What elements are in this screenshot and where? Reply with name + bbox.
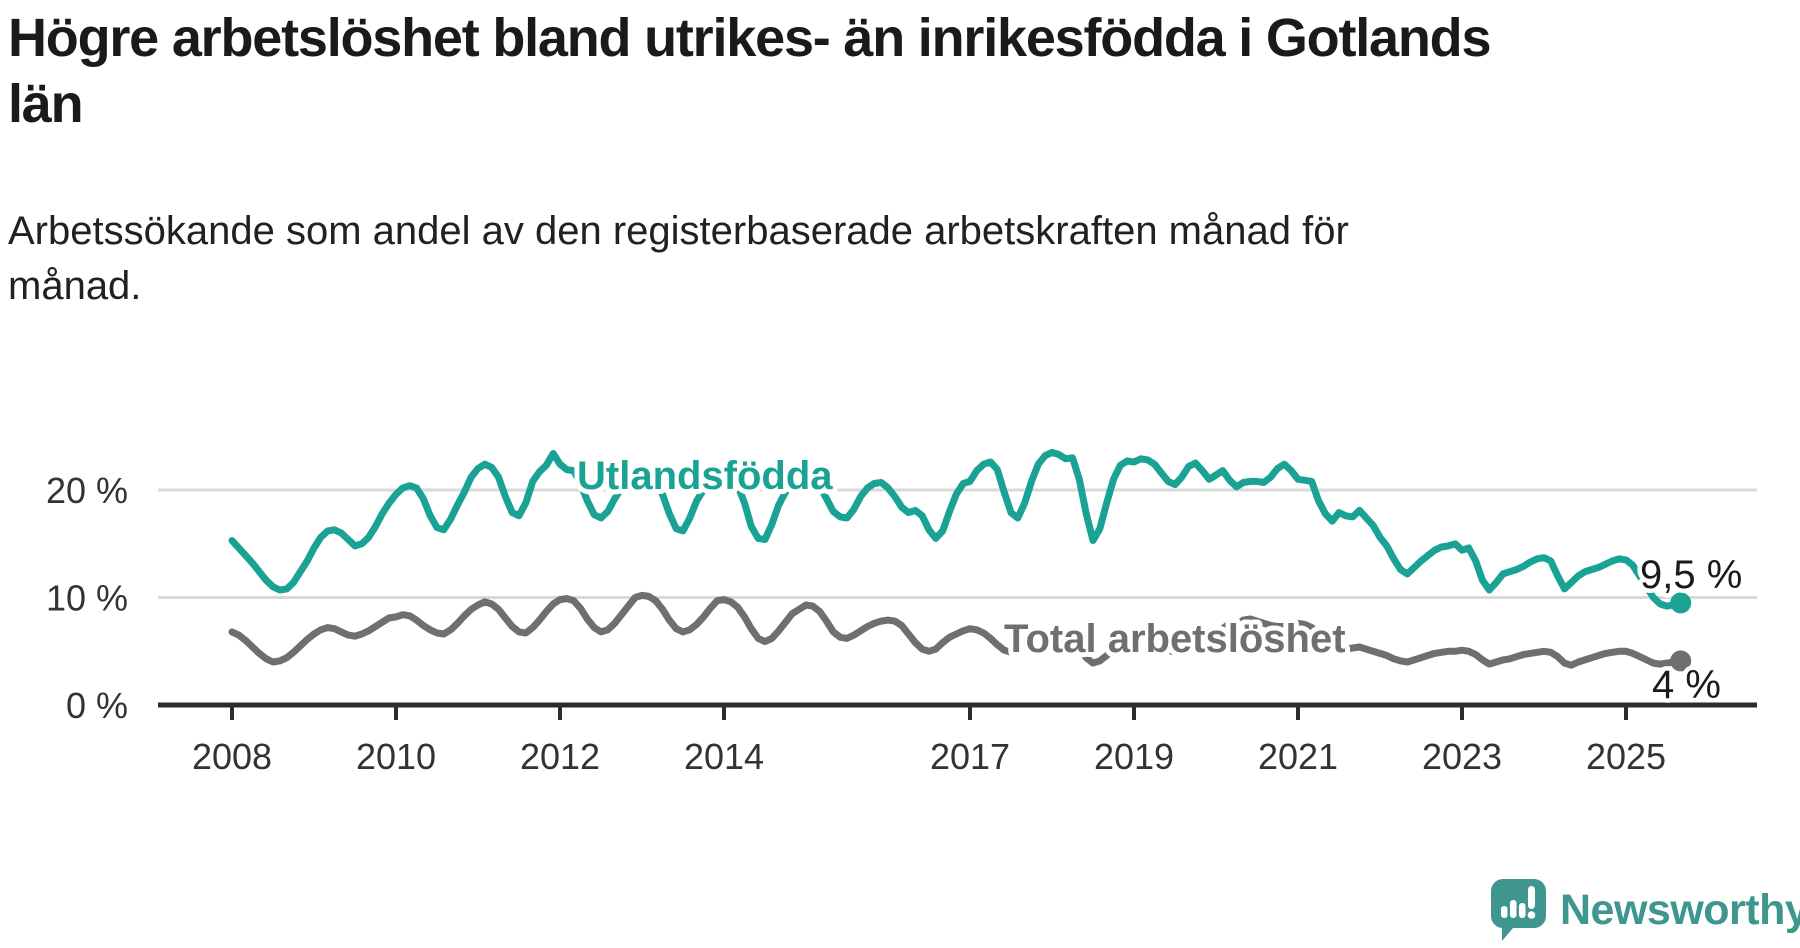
y-tick-label: 0 % [66,685,128,726]
x-tick-label: 2021 [1258,736,1338,777]
speech-bubble-shape [1490,879,1546,941]
end-value-label-utlandsfodda: 9,5 % [1640,553,1742,597]
series-line-total-arbetsloshet [228,591,1685,669]
y-tick-label: 20 % [46,470,128,511]
bar-1 [1501,906,1508,918]
x-tick-label: 2017 [930,736,1010,777]
chart-title: Högre arbetslöshet bland utrikes- än inr… [8,8,1491,134]
x-tick-label: 2019 [1094,736,1174,777]
x-tick-label: 2025 [1586,736,1666,777]
x-tick-label: 2008 [192,736,272,777]
exclamation-stem [1528,886,1535,909]
bar-2 [1510,900,1517,918]
end-value-label-total: 4 % [1652,663,1721,707]
x-tick-label: 2023 [1422,736,1502,777]
x-tick-label: 2010 [356,736,436,777]
y-axis-tick-labels: 20 % 10 % 0 % [46,470,128,726]
bar-3 [1519,903,1526,918]
newsworthy-logo-text: Newsworthy [1560,885,1800,934]
y-tick-label: 10 % [46,578,128,619]
newsworthy-logo: Newsworthy [1490,878,1800,942]
newsworthy-logo-icon [1490,879,1546,941]
exclamation-dot [1527,911,1536,919]
series-end-dot-total [1670,650,1692,672]
x-axis-tick-labels: 2008 2010 2012 2014 2017 2019 2021 2023 2025 [192,736,1666,777]
series-line-utlandsfodda [228,448,1685,610]
series-label-utlandsfodda: Utlandsfödda [577,454,833,498]
series-label-total-arbetsloshet: Total arbetslöshet [1004,617,1346,661]
x-tick-label: 2014 [684,736,764,777]
y-gridlines [158,488,1757,599]
x-tick-label: 2012 [520,736,600,777]
x-axis-tick-marks [230,705,1628,720]
series-end-dot-utlandsfodda [1670,592,1692,614]
chart-subtitle: Arbetssökande som andel av den registerb… [8,209,1349,309]
